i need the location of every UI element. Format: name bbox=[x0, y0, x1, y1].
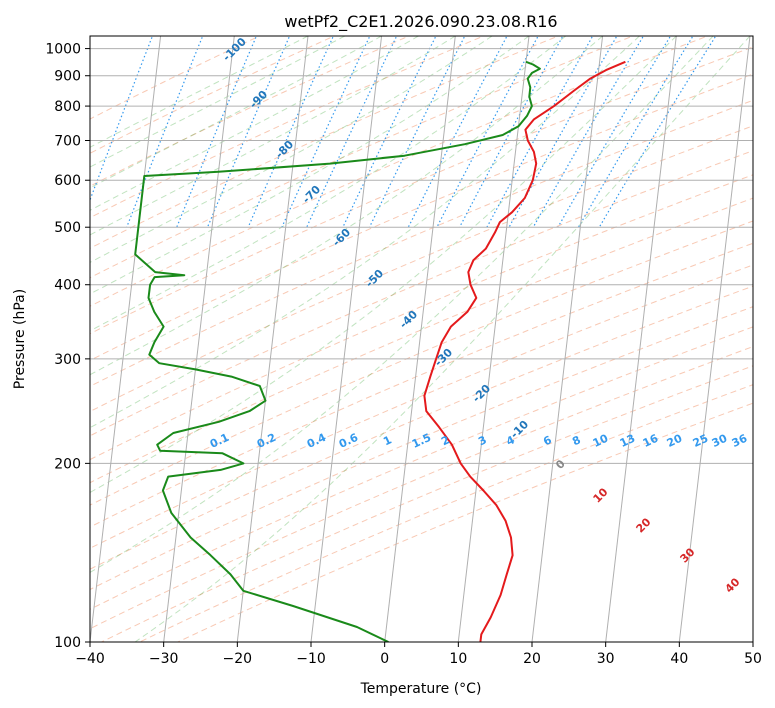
isotherm-line bbox=[531, 36, 604, 642]
mixing-ratio-line bbox=[90, 36, 154, 202]
x-tick-label: 20 bbox=[523, 651, 541, 667]
x-tick-label: 40 bbox=[670, 651, 688, 667]
y-tick-label: 500 bbox=[54, 220, 81, 236]
x-tick-label: 0 bbox=[380, 651, 389, 667]
y-tick-label: 200 bbox=[54, 456, 81, 472]
dry-adiabat bbox=[100, 365, 753, 642]
moist-adiabat bbox=[90, 36, 603, 376]
mixing-ratio-label: 36 bbox=[730, 432, 750, 450]
mixing-ratio-line bbox=[557, 36, 672, 228]
dry-adiabat bbox=[90, 125, 753, 413]
moist-adiabat bbox=[90, 36, 567, 332]
mixing-ratio-line bbox=[577, 36, 694, 228]
mixing-ratio-label: 10 bbox=[591, 432, 611, 450]
isotherm-line bbox=[163, 36, 235, 642]
isotherm-line bbox=[457, 36, 530, 642]
y-axis-title: Pressure (hPa) bbox=[12, 289, 28, 389]
x-tick-label: −40 bbox=[75, 651, 105, 667]
moist-adiabat bbox=[90, 36, 530, 295]
dry-adiabat bbox=[90, 99, 753, 387]
x-tick-label: −30 bbox=[149, 651, 179, 667]
y-tick-label: 700 bbox=[54, 133, 81, 149]
dry-adiabat bbox=[90, 36, 710, 307]
isotherm-line bbox=[384, 36, 456, 642]
mixing-ratio-line bbox=[342, 36, 437, 228]
moist-adiabat bbox=[90, 36, 493, 263]
dry-adiabat bbox=[90, 197, 753, 484]
mixing-ratio-label: 13 bbox=[618, 432, 637, 450]
moist-adiabat bbox=[90, 36, 346, 168]
chart-title: wetPf2_C2E1.2026.090.23.08.R16 bbox=[284, 12, 557, 32]
x-tick-label: 30 bbox=[597, 651, 615, 667]
x-tick-label: 10 bbox=[449, 651, 467, 667]
x-axis-title: Temperature (°C) bbox=[360, 681, 482, 697]
isotherm-line bbox=[310, 36, 383, 642]
mixing-ratio-label: 25 bbox=[691, 432, 710, 450]
mixing-ratio-line bbox=[281, 36, 371, 228]
plot-frame bbox=[89, 35, 754, 643]
x-axis: −40 −30 −20 −10 0 10 20 30 40 50 bbox=[75, 642, 762, 667]
mixing-ratio-line bbox=[368, 36, 466, 228]
mixing-ratio-label: 20 bbox=[665, 432, 685, 450]
y-tick-label: 400 bbox=[54, 278, 81, 294]
mixing-ratio-line bbox=[532, 36, 645, 228]
dewpoint-line bbox=[134, 60, 541, 642]
moist-adiabat bbox=[90, 36, 419, 211]
plot-data-layer bbox=[134, 60, 626, 642]
y-tick-label: 600 bbox=[54, 173, 81, 189]
y-tick-label: 800 bbox=[54, 99, 81, 115]
isotherm-line bbox=[90, 36, 162, 642]
moist-adiabat bbox=[134, 36, 751, 642]
dry-adiabat bbox=[90, 306, 753, 591]
mixing-ratio-line bbox=[407, 36, 508, 228]
temperature-line bbox=[423, 60, 626, 642]
isotherm-line bbox=[605, 36, 677, 642]
y-tick-label: 1000 bbox=[45, 42, 81, 58]
dry-adiabat bbox=[90, 326, 753, 610]
isotherm-line bbox=[236, 36, 309, 642]
x-tick-label: 50 bbox=[744, 651, 762, 667]
moist-adiabat bbox=[90, 36, 309, 148]
dry-adiabat bbox=[138, 384, 753, 642]
mixing-ratio-label: 30 bbox=[710, 432, 730, 450]
y-tick-label: 100 bbox=[54, 635, 81, 651]
x-tick-label: −20 bbox=[223, 651, 253, 667]
y-tick-label: 300 bbox=[54, 352, 81, 368]
mixing-ratio-line bbox=[598, 36, 717, 228]
moist-adiabat bbox=[90, 36, 677, 494]
mixing-ratio-line bbox=[508, 36, 618, 228]
y-tick-label: 900 bbox=[54, 69, 81, 85]
mixing-ratio-label: 16 bbox=[641, 432, 661, 450]
x-tick-label: −10 bbox=[296, 651, 326, 667]
isotherm-line bbox=[678, 36, 751, 642]
moist-adiabat bbox=[90, 36, 714, 574]
y-axis: 1000 900 800 700 600 500 400 300 200 100 bbox=[45, 42, 90, 651]
